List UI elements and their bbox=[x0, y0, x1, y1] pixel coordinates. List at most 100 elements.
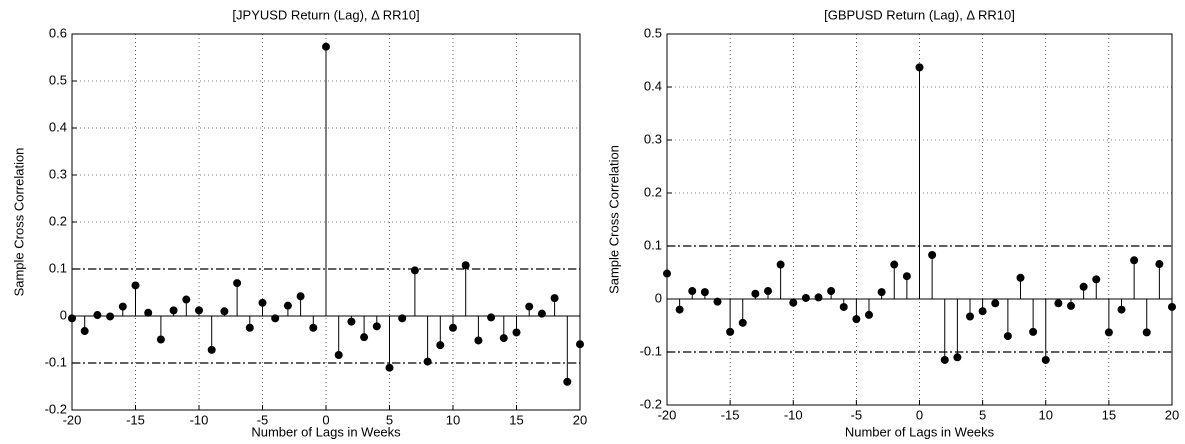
stem-marker bbox=[487, 313, 496, 322]
x-tick-label: -10 bbox=[784, 407, 803, 422]
stem-marker bbox=[877, 288, 886, 297]
stem-marker bbox=[499, 334, 508, 343]
stem-marker bbox=[537, 309, 546, 318]
stem-marker bbox=[423, 357, 432, 366]
y-tick-label: 0.5 bbox=[644, 25, 662, 40]
x-tick-label: -5 bbox=[257, 412, 269, 427]
stem-marker bbox=[550, 294, 559, 303]
stem-marker bbox=[258, 298, 267, 307]
y-tick-label: 0.6 bbox=[49, 25, 67, 40]
x-tick-label: -15 bbox=[721, 407, 740, 422]
stem-marker bbox=[207, 345, 216, 354]
x-tick-label: 15 bbox=[509, 412, 523, 427]
x-tick-label: 5 bbox=[386, 412, 393, 427]
stem-marker bbox=[991, 299, 1000, 308]
y-tick-label: 0.2 bbox=[644, 184, 662, 199]
y-tick-label: 0.1 bbox=[644, 237, 662, 252]
stem-marker bbox=[675, 305, 684, 314]
stem-marker bbox=[360, 333, 369, 342]
stem-marker bbox=[751, 289, 760, 298]
stem-marker bbox=[1130, 256, 1139, 265]
stem-marker bbox=[461, 261, 470, 270]
stem-marker bbox=[169, 306, 178, 315]
stem-marker bbox=[688, 287, 697, 296]
y-tick-label: -0.2 bbox=[640, 396, 662, 411]
x-tick-label: -10 bbox=[190, 412, 209, 427]
y-tick-label: -0.2 bbox=[45, 401, 67, 416]
stem-marker bbox=[890, 260, 899, 269]
stem-marker bbox=[106, 312, 115, 321]
stem-marker bbox=[801, 293, 810, 302]
x-tick-label: 0 bbox=[916, 407, 923, 422]
stem-marker bbox=[474, 336, 483, 345]
stem-marker bbox=[1155, 260, 1164, 269]
stem-marker bbox=[839, 302, 848, 311]
stem-marker bbox=[1142, 328, 1151, 337]
stem-marker bbox=[80, 327, 89, 336]
stem-marker bbox=[182, 295, 191, 304]
stem-marker bbox=[220, 307, 229, 316]
stem-marker bbox=[827, 287, 836, 296]
stem-marker bbox=[195, 306, 203, 315]
y-tick-label: 0.4 bbox=[644, 78, 662, 93]
y-tick-label: 0.1 bbox=[49, 260, 67, 275]
stem-marker bbox=[1041, 355, 1050, 364]
stem-marker bbox=[865, 310, 873, 319]
stem-marker bbox=[726, 327, 735, 336]
stem-marker bbox=[789, 298, 798, 307]
y-tick-label: 0.4 bbox=[49, 119, 67, 134]
y-tick-label: 0.5 bbox=[49, 72, 67, 87]
x-axis-label: Number of Lags in Weeks bbox=[251, 424, 401, 439]
y-tick-label: 0.3 bbox=[49, 166, 67, 181]
stem-marker bbox=[915, 63, 924, 72]
stem-marker bbox=[978, 307, 987, 316]
stem-marker bbox=[436, 341, 445, 350]
stem-marker bbox=[372, 322, 381, 331]
stem-marker bbox=[271, 314, 280, 323]
stem-marker bbox=[1029, 327, 1038, 336]
stem-marker bbox=[563, 377, 572, 386]
stem-marker bbox=[1054, 299, 1063, 308]
stem-marker bbox=[1016, 273, 1025, 282]
y-axis-label: Sample Cross Correlation bbox=[606, 145, 621, 294]
stem-marker bbox=[309, 323, 318, 332]
stem-marker bbox=[131, 281, 140, 290]
stem-marker bbox=[1117, 305, 1126, 314]
stem-marker bbox=[966, 312, 974, 321]
stem-marker bbox=[322, 42, 330, 51]
x-tick-label: -20 bbox=[63, 412, 82, 427]
stem-marker bbox=[776, 260, 785, 269]
y-axis-label: Sample Cross Correlation bbox=[11, 148, 26, 297]
plot-frame bbox=[666, 33, 1173, 406]
stem-marker bbox=[156, 335, 165, 344]
y-tick-label: 0 bbox=[655, 290, 662, 305]
x-tick-label: -5 bbox=[851, 407, 863, 422]
stem-marker bbox=[814, 293, 823, 302]
x-axis-label: Number of Lags in Weeks bbox=[845, 424, 995, 439]
y-tick-label: 0 bbox=[60, 307, 67, 322]
stem-marker bbox=[410, 266, 419, 275]
stem-marker bbox=[233, 279, 242, 288]
stem-marker bbox=[713, 297, 722, 306]
stem-marker bbox=[245, 323, 254, 332]
stem-marker bbox=[1104, 328, 1113, 337]
stem-marker bbox=[700, 288, 709, 297]
x-tick-label: -15 bbox=[126, 412, 145, 427]
plot-frame bbox=[71, 33, 581, 411]
stem-marker bbox=[953, 353, 962, 362]
stem-marker bbox=[347, 317, 356, 326]
stem-marker bbox=[512, 328, 521, 337]
x-tick-label: 15 bbox=[1102, 407, 1116, 422]
stem-marker bbox=[283, 301, 292, 310]
x-tick-label: 20 bbox=[1165, 407, 1179, 422]
stem-marker bbox=[1079, 282, 1088, 291]
chart-title: [JPYUSD Return (Lag), Δ RR10] bbox=[232, 7, 419, 22]
x-tick-label: 0 bbox=[322, 412, 329, 427]
stem-marker bbox=[93, 311, 102, 320]
stem-marker bbox=[449, 323, 457, 332]
y-tick-label: 0.2 bbox=[49, 213, 67, 228]
x-tick-label: 20 bbox=[573, 412, 587, 427]
stem-marker bbox=[525, 302, 534, 311]
